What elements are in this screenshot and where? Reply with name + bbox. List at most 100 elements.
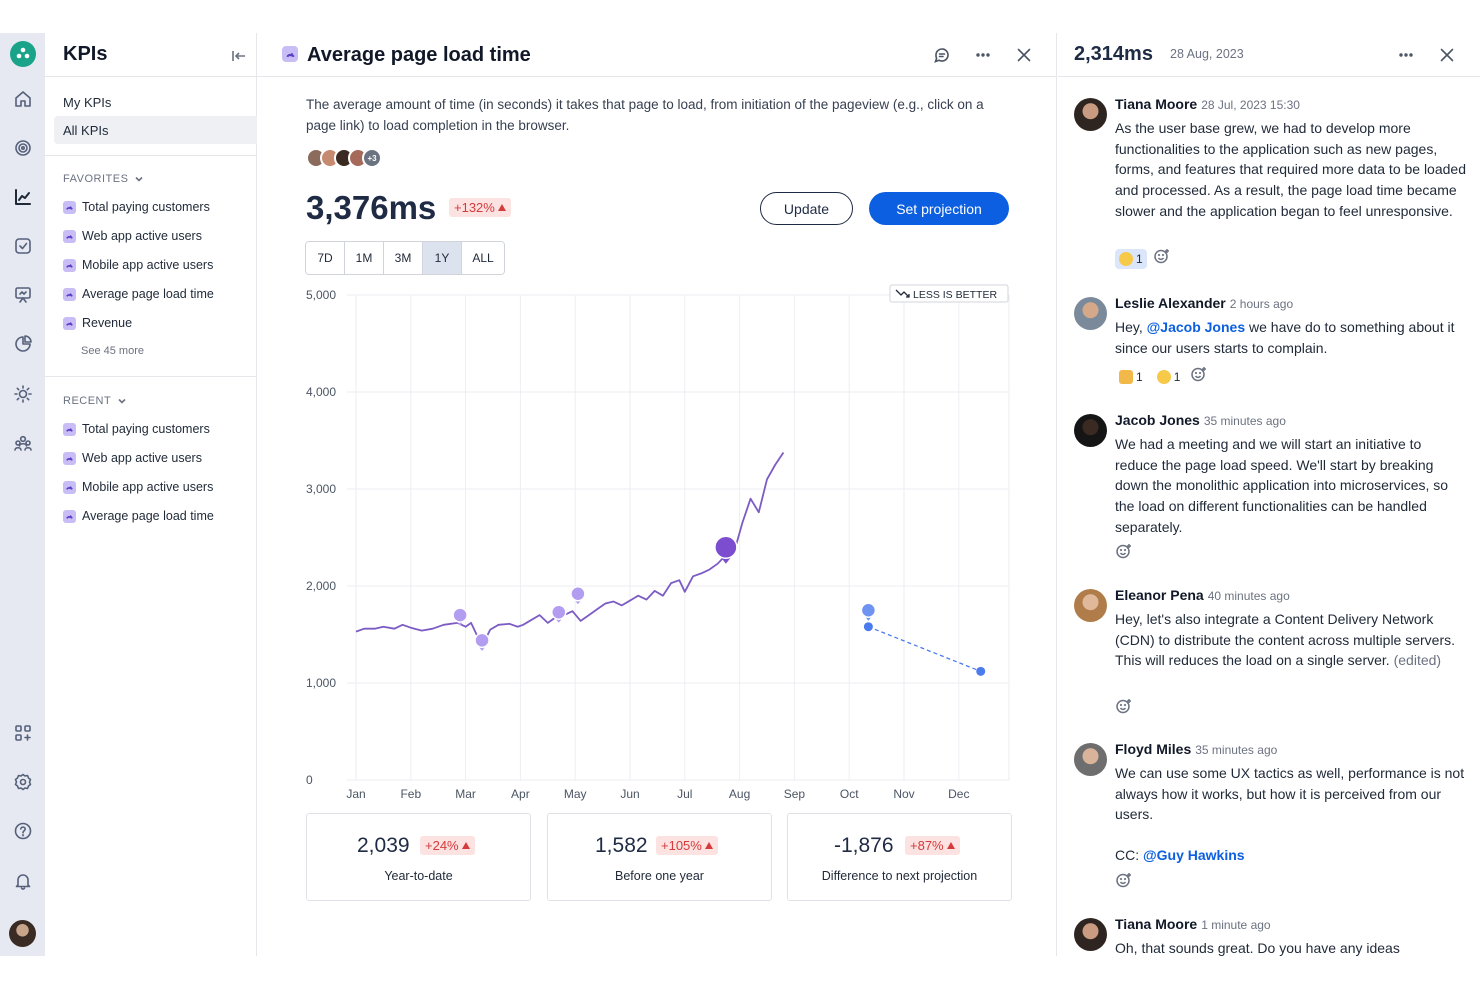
collaborator-avatars[interactable]: +3: [306, 148, 382, 168]
pie-chart-icon[interactable]: [11, 332, 35, 356]
range-7d[interactable]: 7D: [306, 242, 345, 274]
favorite-label: Mobile app active users: [82, 258, 214, 272]
presentation-icon[interactable]: [11, 283, 35, 307]
chevron-down-icon: [118, 398, 126, 404]
page-title: Average page load time: [307, 44, 531, 66]
recent-label: RECENT: [63, 395, 112, 407]
favorites-label: FAVORITES: [63, 173, 129, 185]
x-tick-label: Mar: [455, 787, 476, 801]
checkbox-icon[interactable]: [11, 234, 35, 258]
collapse-sidebar-icon[interactable]: [230, 47, 248, 65]
close-icon[interactable]: [1013, 44, 1035, 66]
nav-my-kpis[interactable]: My KPIs: [63, 95, 112, 110]
reactions: [1115, 871, 1133, 894]
target-icon[interactable]: [11, 136, 35, 160]
kpi-icon: [63, 287, 76, 301]
close-icon[interactable]: [1436, 44, 1458, 66]
avatar: [1074, 918, 1107, 951]
recent-item[interactable]: Average page load time: [63, 509, 214, 523]
kpi-icon: [63, 316, 76, 330]
set-projection-button[interactable]: Set projection: [869, 192, 1009, 225]
more-options-icon[interactable]: [1395, 44, 1417, 66]
update-button[interactable]: Update: [760, 192, 853, 225]
favorite-item[interactable]: Mobile app active users: [63, 258, 213, 272]
y-tick-label: 0: [306, 773, 313, 787]
apps-icon[interactable]: [11, 721, 35, 745]
x-axis-ticks: Jan Feb Mar Apr May Jun Jul Aug Sep Oct Nov Dec: [346, 787, 969, 801]
add-reaction-icon[interactable]: [1115, 871, 1133, 894]
favorite-item[interactable]: Revenue: [63, 316, 132, 330]
comment-marker-dot: [452, 607, 468, 623]
range-all[interactable]: ALL: [462, 242, 504, 274]
trend-down-icon: [895, 289, 910, 298]
comment-author: Jacob Jones 35 minutes ago: [1115, 412, 1286, 428]
divider: [257, 76, 1056, 77]
mention-link[interactable]: @Guy Hawkins: [1143, 847, 1245, 864]
comment-marker: [551, 604, 567, 623]
favorite-item[interactable]: Web app active users: [63, 229, 202, 243]
stat-label: Before one year: [615, 869, 704, 883]
comment-point-value: 2,314ms: [1074, 43, 1153, 65]
x-tick-label: Aug: [729, 787, 750, 801]
stat-change-badge: +105%: [656, 836, 718, 855]
comment-marker-dot: [860, 602, 877, 618]
x-tick-label: Jan: [346, 787, 365, 801]
add-reaction-icon[interactable]: [1115, 697, 1133, 720]
x-tick-label: Sep: [784, 787, 806, 801]
settings-icon[interactable]: [11, 770, 35, 794]
add-reaction-icon[interactable]: [1153, 247, 1171, 270]
home-icon[interactable]: [11, 87, 35, 111]
chart-icon[interactable]: [11, 185, 35, 209]
recent-section-toggle[interactable]: RECENT: [63, 395, 127, 407]
change-value: +132%: [454, 200, 495, 215]
avatar: [1074, 297, 1107, 330]
comment-author: Tiana Moore 28 Jul, 2023 15:30: [1115, 96, 1300, 112]
more-options-icon[interactable]: [972, 44, 994, 66]
x-tick-label: Oct: [840, 787, 859, 801]
comment-marker-dot: [474, 632, 490, 649]
reactions: 1: [1115, 247, 1171, 270]
bell-icon[interactable]: [11, 869, 35, 893]
stat-label: Difference to next projection: [821, 869, 978, 883]
add-reaction-icon[interactable]: [1190, 365, 1208, 388]
reaction-laugh[interactable]: 1: [1153, 367, 1185, 387]
see-more-link[interactable]: See 45 more: [81, 345, 144, 357]
reactions: [1115, 697, 1133, 720]
team-icon[interactable]: [11, 431, 35, 455]
comment-time: 35 minutes ago: [1195, 743, 1278, 757]
range-3m[interactable]: 3M: [384, 242, 423, 274]
recent-item[interactable]: Web app active users: [63, 451, 202, 465]
favorite-item[interactable]: Average page load time: [63, 287, 214, 301]
lightbulb-icon[interactable]: [11, 382, 35, 406]
divider: [45, 376, 256, 377]
kpi-icon: [63, 480, 76, 494]
kpi-icon: [63, 422, 76, 436]
user-avatar[interactable]: [9, 920, 36, 947]
favorite-item[interactable]: Total paying customers: [63, 200, 210, 214]
help-icon[interactable]: [11, 819, 35, 843]
add-reaction-icon[interactable]: [1115, 542, 1133, 565]
reaction-thumbs-up[interactable]: 1: [1115, 367, 1147, 387]
nav-all-kpis[interactable]: All KPIs: [63, 123, 109, 138]
comment-marker: [474, 632, 490, 651]
comment-marker: [714, 535, 738, 564]
mention-link[interactable]: @Jacob Jones: [1146, 319, 1246, 335]
comment-author: Floyd Miles 35 minutes ago: [1115, 741, 1278, 757]
comment-marker: [570, 586, 586, 605]
comment-time: 1 minute ago: [1201, 918, 1271, 932]
range-selector: 7D 1M 3M 1Y ALL: [305, 241, 505, 275]
favorites-section-toggle[interactable]: FAVORITES: [63, 173, 144, 185]
comment-text: Oh, that sounds great. Do you have any i…: [1115, 940, 1400, 956]
recent-label-text: Mobile app active users: [82, 480, 214, 494]
projection-line: [868, 626, 981, 672]
app-logo[interactable]: [10, 41, 36, 67]
reaction-laugh[interactable]: 1: [1115, 248, 1147, 269]
kpi-icon: [63, 258, 76, 272]
range-1y[interactable]: 1Y: [423, 242, 462, 274]
kpi-icon: [282, 46, 298, 62]
comments-icon[interactable]: [931, 44, 953, 66]
range-1m[interactable]: 1M: [345, 242, 384, 274]
recent-item[interactable]: Mobile app active users: [63, 480, 213, 494]
nav-selected-bg: [54, 116, 257, 144]
recent-item[interactable]: Total paying customers: [63, 422, 210, 436]
